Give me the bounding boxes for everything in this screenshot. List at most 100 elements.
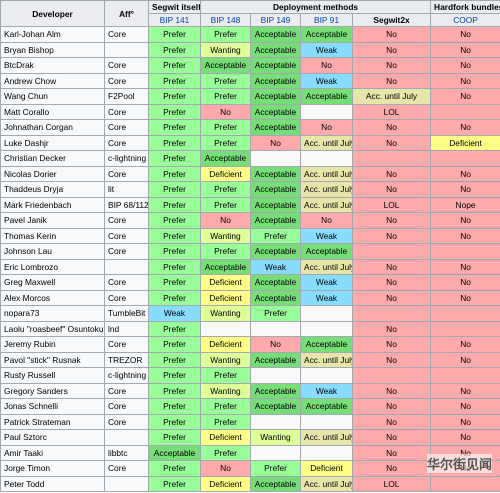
stance-cell <box>250 150 301 167</box>
header-affiliation[interactable]: Aff° <box>104 0 149 27</box>
stance-cell: Prefer <box>148 243 201 260</box>
stance-cell: No <box>430 26 500 43</box>
stance-cell: Prefer <box>148 103 201 120</box>
stance-cell: Acceptable <box>250 274 301 291</box>
developer-cell: Bryan Bishop <box>0 41 105 58</box>
stance-cell <box>430 305 500 322</box>
header-column[interactable]: BIP 148 <box>200 13 251 27</box>
table-row: Jonas Schnelli Core Prefer Prefer Acceptable… <box>0 398 500 415</box>
stance-cell <box>250 413 301 430</box>
stance-cell: Weak <box>148 305 201 322</box>
stance-cell: Prefer <box>200 413 251 430</box>
table-row: Johnathan Corgan Core Prefer Prefer Acceptab… <box>0 119 500 136</box>
stance-cell: Prefer <box>148 212 201 229</box>
stance-cell: Prefer <box>200 72 251 89</box>
stance-cell: Wanting <box>200 227 251 244</box>
stance-cell: No <box>351 398 432 415</box>
header-column: Segwit2x <box>351 13 432 27</box>
affiliation-cell: Core <box>104 103 149 120</box>
stance-cell: Prefer <box>250 227 301 244</box>
stance-cell: No <box>351 382 432 399</box>
stance-cell: No <box>200 103 251 120</box>
header-column[interactable]: COOP <box>430 13 500 27</box>
stance-cell: Prefer <box>148 196 201 213</box>
table-row: Eric Lombrozo Prefer Acceptable Weak Acc. un… <box>0 258 500 275</box>
stance-cell: Acceptable <box>250 181 301 198</box>
stance-cell: Prefer <box>250 305 301 322</box>
developer-cell: Luke Dashjr <box>0 134 105 151</box>
stance-cell: Prefer <box>200 367 251 384</box>
stance-cell: Prefer <box>148 429 201 446</box>
affiliation-cell: Core <box>104 336 149 353</box>
stance-cell <box>351 367 432 384</box>
table-row: Paul Sztorc Prefer Deficient Wanting Acc. un… <box>0 429 500 446</box>
stance-cell: No <box>351 134 432 151</box>
table-body: Karl-Johan Alm Core Prefer Prefer Acceptable… <box>0 26 500 492</box>
affiliation-cell: Core <box>104 165 149 182</box>
header-column[interactable]: BIP 91 <box>300 13 353 27</box>
developer-cell: Wang Chun <box>0 88 105 105</box>
stance-cell: No <box>250 336 301 353</box>
developer-cell: Laolu "roasbeef" Osuntokun <box>0 320 105 337</box>
stance-cell: Acceptable <box>300 398 353 415</box>
table-row: Alex Morcos Core Prefer Deficient Acceptable… <box>0 289 500 306</box>
stance-cell <box>250 320 301 337</box>
stance-cell: No <box>351 429 432 446</box>
stance-cell: Weak <box>300 227 353 244</box>
stance-cell: Weak <box>300 274 353 291</box>
stance-cell: Prefer <box>148 119 201 136</box>
stance-cell: No <box>351 227 432 244</box>
developer-cell: Karl-Johan Alm <box>0 26 105 43</box>
developer-cell: Jonas Schnelli <box>0 398 105 415</box>
header-developer[interactable]: Developer <box>0 0 105 27</box>
stance-cell: Prefer <box>148 460 201 477</box>
stance-cell: No <box>351 413 432 430</box>
stance-cell: Prefer <box>148 475 201 492</box>
developer-cell: Alex Morcos <box>0 289 105 306</box>
developer-cell: Patrick Strateman <box>0 413 105 430</box>
stance-cell: Acceptable <box>250 243 301 260</box>
header-column[interactable]: BIP 141 <box>148 13 201 27</box>
developer-cell: Jorge Timon <box>0 460 105 477</box>
developer-cell: Thomas Kerin <box>0 227 105 244</box>
stance-cell: Acceptable <box>200 258 251 275</box>
developer-cell: nopara73 <box>0 305 105 322</box>
stance-cell: LOL <box>351 103 432 120</box>
header-column[interactable]: BIP 149 <box>250 13 301 27</box>
affiliation-cell: Core <box>104 119 149 136</box>
table-row: Gregory Sanders Core Prefer Wanting Acceptab… <box>0 382 500 399</box>
developer-cell: Nicolas Dorier <box>0 165 105 182</box>
stance-cell: Wanting <box>200 41 251 58</box>
table-row: Laolu "roasbeef" Osuntokun lnd Prefer No <box>0 320 500 337</box>
stance-cell: Acceptable <box>148 444 201 461</box>
affiliation-cell: Core <box>104 134 149 151</box>
stance-cell: Prefer <box>148 258 201 275</box>
watermark: 华尔街见闻 <box>426 454 492 473</box>
affiliation-cell: BIP 68/112 <box>104 196 149 213</box>
developer-cell: Christian Decker <box>0 150 105 167</box>
affiliation-cell: Core <box>104 274 149 291</box>
stance-cell: No <box>430 41 500 58</box>
table-row: Luke Dashjr Core Prefer Prefer No Acc. until … <box>0 134 500 151</box>
stance-cell: Weak <box>250 258 301 275</box>
stance-cell: Prefer <box>148 398 201 415</box>
stance-cell <box>300 413 353 430</box>
stance-cell <box>300 305 353 322</box>
stance-cell: No <box>430 227 500 244</box>
stance-cell: No <box>250 134 301 151</box>
affiliation-cell: Core <box>104 57 149 74</box>
stance-cell: No <box>430 258 500 275</box>
stance-cell: Prefer <box>148 26 201 43</box>
stance-cell: Acceptable <box>250 289 301 306</box>
table-row: Christian Decker c-lightning Prefer Accepta… <box>0 150 500 167</box>
stance-cell: Prefer <box>148 227 201 244</box>
stance-cell <box>300 367 353 384</box>
stance-cell: Wanting <box>200 305 251 322</box>
stance-cell: Acceptable <box>250 165 301 182</box>
developer-cell: Greg Maxwell <box>0 274 105 291</box>
stance-cell: No <box>351 336 432 353</box>
stance-cell: Acc. until July <box>300 475 353 492</box>
stance-cell <box>351 305 432 322</box>
stance-cell: Prefer <box>148 181 201 198</box>
